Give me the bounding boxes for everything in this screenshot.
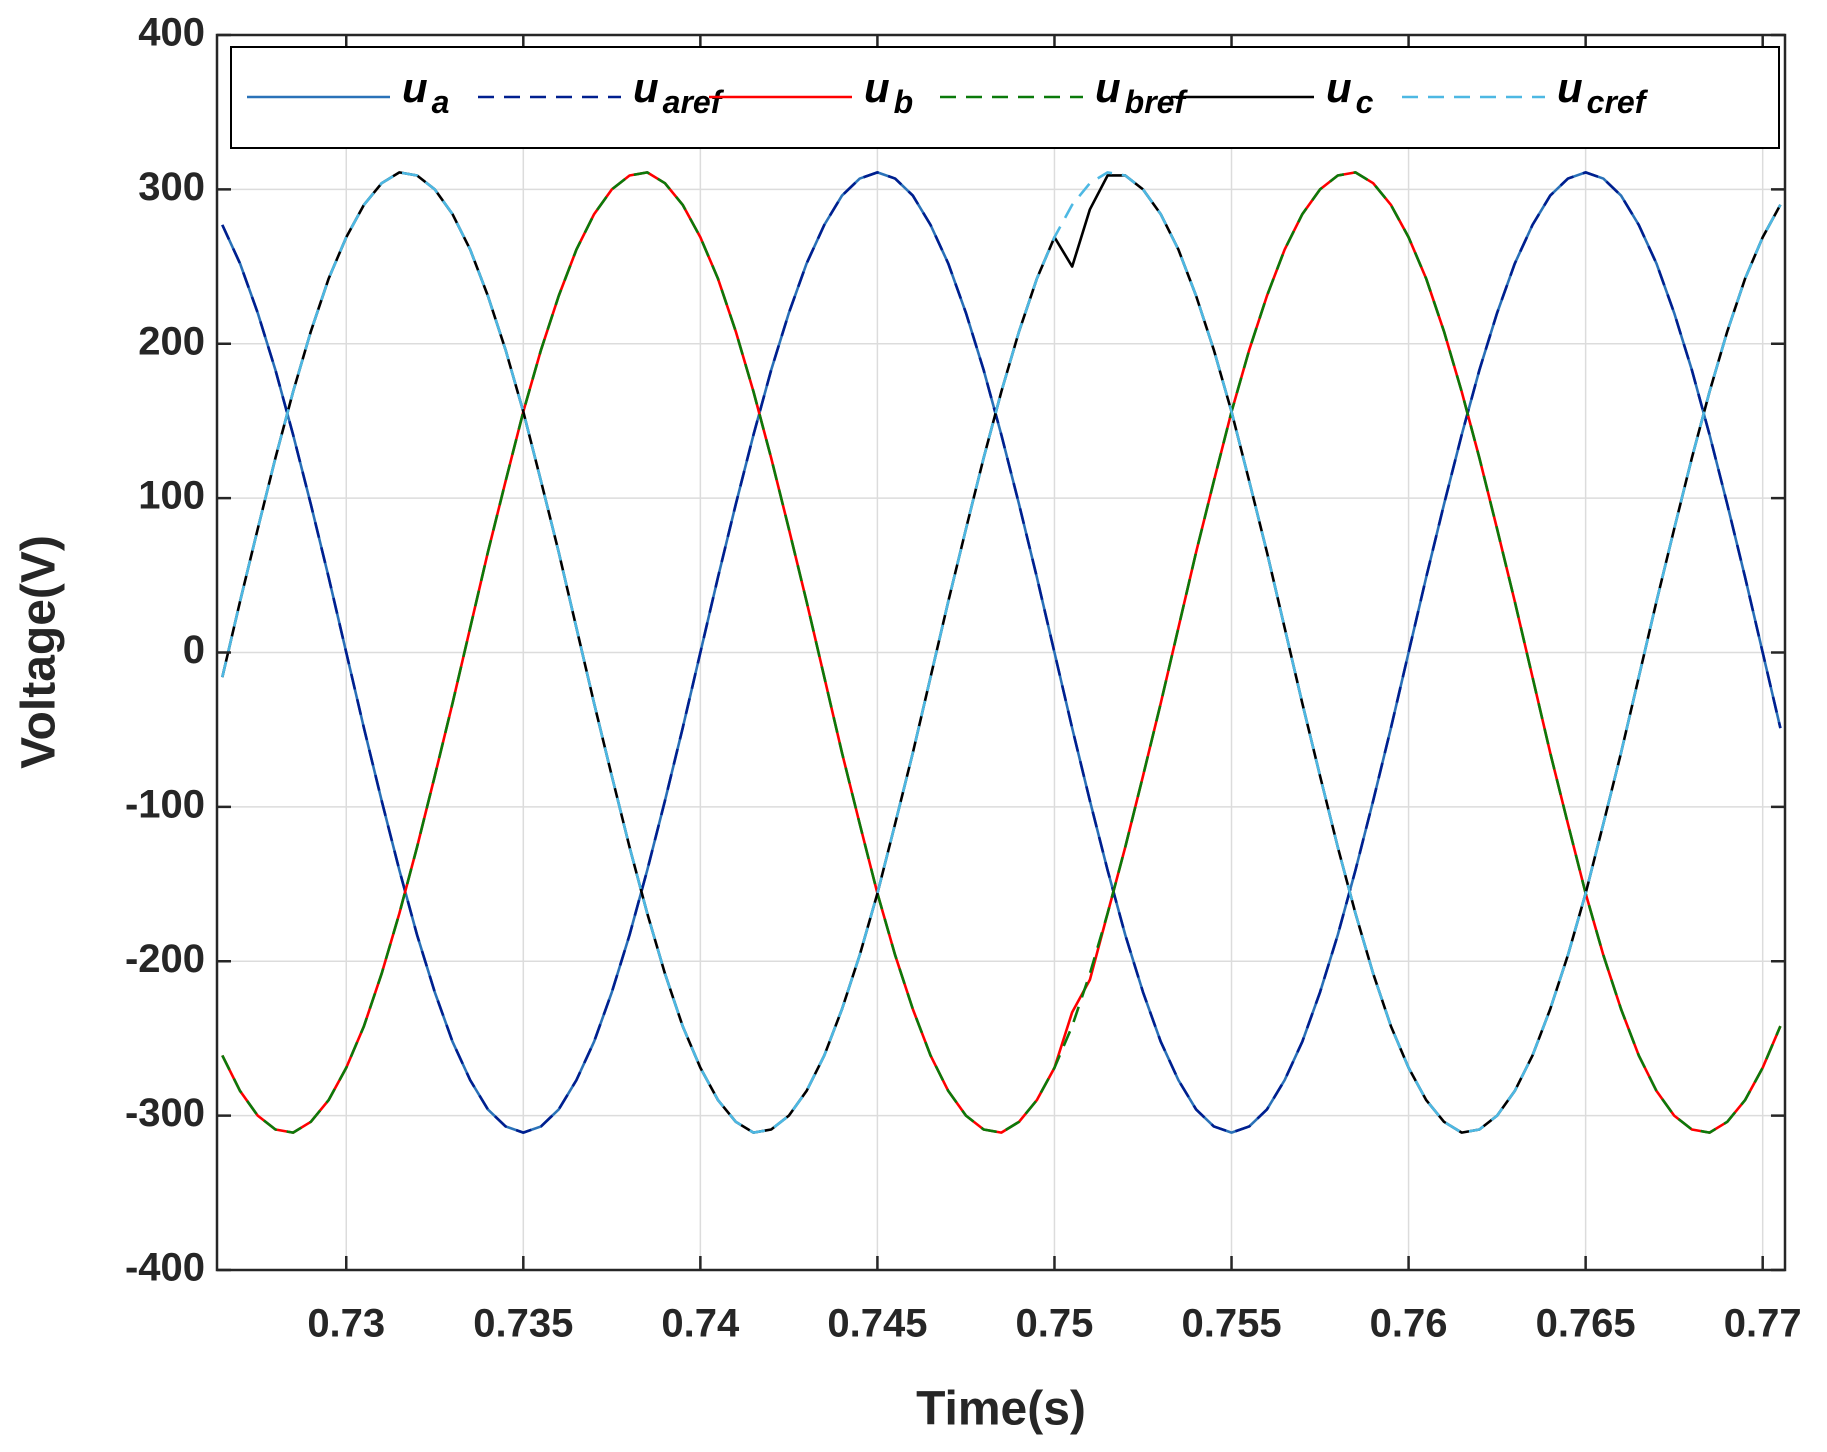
y-tick-label: -300 (125, 1091, 205, 1135)
legend-label: u cref (1557, 64, 1649, 120)
series-lines (221, 171, 1782, 1134)
y-tick-label: 200 (138, 319, 205, 363)
x-tick-label: 0.76 (1370, 1302, 1448, 1346)
ticks: -400 -300 -200 -100 0 100 200 300 400 0.73 0.735 0.… (125, 11, 1802, 1346)
x-tick-label: 0.75 (1016, 1302, 1094, 1346)
series-line (221, 171, 1782, 1134)
y-tick-label: -400 (125, 1246, 205, 1290)
x-tick-label: 0.77 (1724, 1302, 1802, 1346)
x-tick-label: 0.745 (827, 1302, 927, 1346)
y-tick-label: -100 (125, 782, 205, 826)
y-tick-label: 100 (138, 474, 205, 518)
y-tick-label: 300 (138, 165, 205, 209)
x-tick-label: 0.73 (307, 1302, 385, 1346)
series-line (221, 171, 1782, 1134)
x-tick-label: 0.735 (473, 1302, 573, 1346)
legend-label: u aref (633, 64, 725, 120)
x-axis-title: Time(s) (916, 1383, 1086, 1436)
y-tick-label: 0 (183, 628, 205, 672)
legend-label: u bref (1095, 64, 1188, 120)
y-tick-label: -200 (125, 937, 205, 981)
y-tick-label: 400 (138, 11, 205, 55)
x-tick-label: 0.765 (1536, 1302, 1636, 1346)
legend: u a u aref u b u bref u c u cref (230, 46, 1780, 149)
x-tick-label: 0.755 (1181, 1302, 1281, 1346)
x-tick-label: 0.74 (661, 1302, 740, 1346)
y-axis-title: Voltage(V) (13, 535, 66, 769)
series-line (221, 171, 1782, 1134)
